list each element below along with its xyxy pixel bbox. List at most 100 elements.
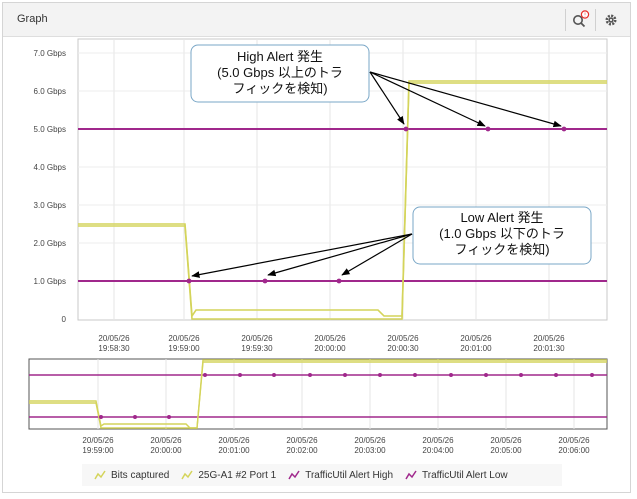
callout-high-line: (5.0 Gbps 以上のトラ xyxy=(217,65,343,80)
search-icon: ! xyxy=(573,10,590,28)
overview-high-marker xyxy=(343,373,347,377)
panel-title: Graph xyxy=(17,13,48,25)
x-tick-date: 20/05/26 xyxy=(558,436,590,445)
overview-alert-markers xyxy=(99,373,594,419)
overview-high-marker xyxy=(590,373,594,377)
overview-high-marker xyxy=(484,373,488,377)
legend-label: TrafficUtil Alert Low xyxy=(422,469,508,481)
x-tick-time: 20:01:30 xyxy=(533,344,565,353)
x-tick-time: 20:04:00 xyxy=(422,446,454,455)
x-tick-time: 20:00:00 xyxy=(150,446,182,455)
y-tick-label: 4.0 Gbps xyxy=(34,163,66,172)
overview-low-marker xyxy=(133,415,137,419)
x-tick-date: 20/05/26 xyxy=(533,334,565,343)
x-tick-time: 19:58:30 xyxy=(98,344,130,353)
overview-high-marker xyxy=(238,373,242,377)
overview-low-marker xyxy=(167,415,171,419)
callout-low: Low Alert 発生 (1.0 Gbps 以下のトラ フィックを検知) xyxy=(191,206,592,278)
y-tick-label: 3.0 Gbps xyxy=(34,201,66,210)
overview-high-marker xyxy=(378,373,382,377)
legend-item-port[interactable]: 25G-A1 #2 Port 1 xyxy=(181,470,276,481)
alert-high-marker xyxy=(485,126,491,132)
overview-plot-area[interactable] xyxy=(28,358,608,430)
x-tick-date: 20/05/26 xyxy=(354,436,386,445)
alert-low-marker xyxy=(336,278,342,284)
notification-badge xyxy=(580,10,590,19)
overview-high-marker xyxy=(554,373,558,377)
overview-high-marker xyxy=(449,373,453,377)
series-port xyxy=(78,82,607,320)
x-tick-time: 20:00:30 xyxy=(387,344,419,353)
x-tick-date: 20/05/26 xyxy=(490,436,522,445)
legend: Bits captured 25G-A1 #2 Port 1 TrafficUt… xyxy=(82,464,562,486)
y-tick-label: 1.0 Gbps xyxy=(34,277,66,286)
legend-item-alert-low[interactable]: TrafficUtil Alert Low xyxy=(405,470,508,481)
alert-markers xyxy=(186,126,567,284)
x-tick-time: 19:59:30 xyxy=(241,344,273,353)
alert-high-marker xyxy=(561,126,567,132)
y-tick-label: 0 xyxy=(62,315,67,324)
overview-high-marker xyxy=(308,373,312,377)
x-tick-time: 20:02:00 xyxy=(286,446,318,455)
legend-line-icon xyxy=(181,470,193,480)
alert-low-marker xyxy=(186,278,192,284)
x-tick-time: 20:05:00 xyxy=(490,446,522,455)
x-axis-labels: 20/05/26 19:58:30 20/05/26 19:59:00 20/0… xyxy=(98,334,565,353)
panel-header: Graph ! xyxy=(3,3,630,37)
x-tick-date: 20/05/26 xyxy=(387,334,419,343)
callout-low-line: (1.0 Gbps 以下のトラ xyxy=(439,226,565,241)
legend-item-alert-high[interactable]: TrafficUtil Alert High xyxy=(288,470,393,481)
overview-chart[interactable]: 20/05/26 19:59:00 20/05/26 20:00:00 20/0… xyxy=(28,358,608,455)
settings-button[interactable] xyxy=(600,9,622,31)
x-tick-date: 20/05/26 xyxy=(168,334,200,343)
callout-low-line: Low Alert 発生 xyxy=(460,210,543,225)
x-tick-date: 20/05/26 xyxy=(314,334,346,343)
overview-x-axis-labels: 20/05/26 19:59:00 20/05/26 20:00:00 20/0… xyxy=(82,436,590,455)
callout-high: High Alert 発生 (5.0 Gbps 以上のトラ フィックを検知) xyxy=(190,44,562,128)
x-tick-date: 20/05/26 xyxy=(218,436,250,445)
legend-label: TrafficUtil Alert High xyxy=(305,469,394,481)
x-tick-date: 20/05/26 xyxy=(286,436,318,445)
gear-icon xyxy=(605,14,617,26)
legend-line-icon xyxy=(94,470,106,480)
legend-item-bits-captured[interactable]: Bits captured xyxy=(94,470,169,481)
x-tick-time: 20:01:00 xyxy=(460,344,492,353)
alert-high-marker xyxy=(403,126,409,132)
legend-label: Bits captured xyxy=(111,469,170,481)
legend-label: 25G-A1 #2 Port 1 xyxy=(198,469,277,481)
callout-high-line: High Alert 発生 xyxy=(237,49,323,64)
overview-high-marker xyxy=(519,373,523,377)
x-tick-date: 20/05/26 xyxy=(460,334,492,343)
overview-low-marker xyxy=(99,415,103,419)
alert-low-marker xyxy=(262,278,268,284)
x-tick-time: 20:06:00 xyxy=(558,446,590,455)
overview-high-marker xyxy=(272,373,276,377)
header-divider xyxy=(595,9,596,31)
x-tick-date: 20/05/26 xyxy=(98,334,130,343)
callout-high-line: フィックを検知) xyxy=(232,81,327,96)
main-chart: 0 1.0 Gbps 2.0 Gbps 3.0 Gbps 4.0 Gbps 5.… xyxy=(34,38,608,353)
callout-low-line: フィックを検知) xyxy=(454,242,549,257)
x-tick-date: 20/05/26 xyxy=(150,436,182,445)
svg-text:!: ! xyxy=(584,12,586,18)
legend-line-icon xyxy=(405,470,417,480)
x-tick-time: 19:59:00 xyxy=(168,344,200,353)
header-divider xyxy=(565,9,566,31)
x-tick-time: 20:01:00 xyxy=(218,446,250,455)
y-axis-labels: 0 1.0 Gbps 2.0 Gbps 3.0 Gbps 4.0 Gbps 5.… xyxy=(34,49,67,324)
x-tick-time: 19:59:00 xyxy=(82,446,114,455)
y-tick-label: 6.0 Gbps xyxy=(34,87,66,96)
overview-high-marker xyxy=(203,373,207,377)
search-button[interactable]: ! xyxy=(569,9,591,31)
x-tick-date: 20/05/26 xyxy=(82,436,114,445)
y-tick-label: 2.0 Gbps xyxy=(34,239,66,248)
y-tick-label: 7.0 Gbps xyxy=(34,49,66,58)
x-tick-time: 20:03:00 xyxy=(354,446,386,455)
overview-series-port xyxy=(29,361,607,429)
y-tick-label: 5.0 Gbps xyxy=(34,125,66,134)
x-tick-date: 20/05/26 xyxy=(241,334,273,343)
legend-line-icon xyxy=(288,470,300,480)
x-tick-date: 20/05/26 xyxy=(422,436,454,445)
x-tick-time: 20:00:00 xyxy=(314,344,346,353)
